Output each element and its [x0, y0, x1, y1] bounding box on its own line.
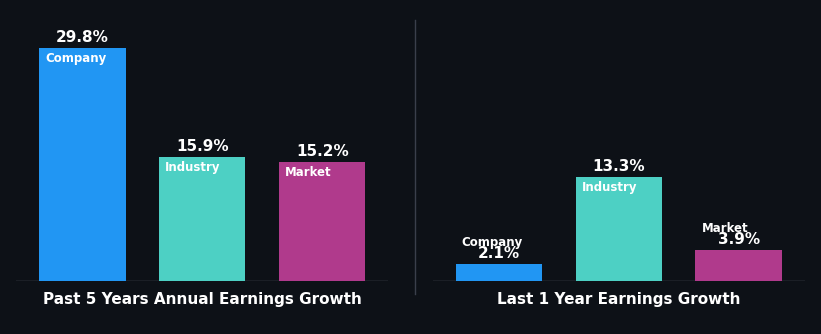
Text: 15.9%: 15.9%	[176, 139, 228, 154]
Text: Company: Company	[461, 235, 523, 248]
X-axis label: Last 1 Year Earnings Growth: Last 1 Year Earnings Growth	[497, 292, 741, 307]
Text: 3.9%: 3.9%	[718, 232, 759, 247]
Bar	[456, 264, 542, 281]
Bar	[39, 48, 126, 281]
Text: Market: Market	[701, 221, 748, 234]
Bar	[159, 157, 245, 281]
Bar	[279, 162, 365, 281]
Text: 29.8%: 29.8%	[56, 30, 109, 45]
Text: 15.2%: 15.2%	[296, 144, 349, 159]
Text: 2.1%: 2.1%	[478, 246, 520, 261]
Text: Market: Market	[285, 166, 332, 179]
Bar	[695, 250, 782, 281]
Text: Company: Company	[45, 52, 107, 65]
Text: 13.3%: 13.3%	[593, 159, 645, 174]
Bar	[576, 177, 662, 281]
Text: Industry: Industry	[165, 161, 221, 174]
X-axis label: Past 5 Years Annual Earnings Growth: Past 5 Years Annual Earnings Growth	[43, 292, 362, 307]
Text: Industry: Industry	[581, 181, 637, 194]
